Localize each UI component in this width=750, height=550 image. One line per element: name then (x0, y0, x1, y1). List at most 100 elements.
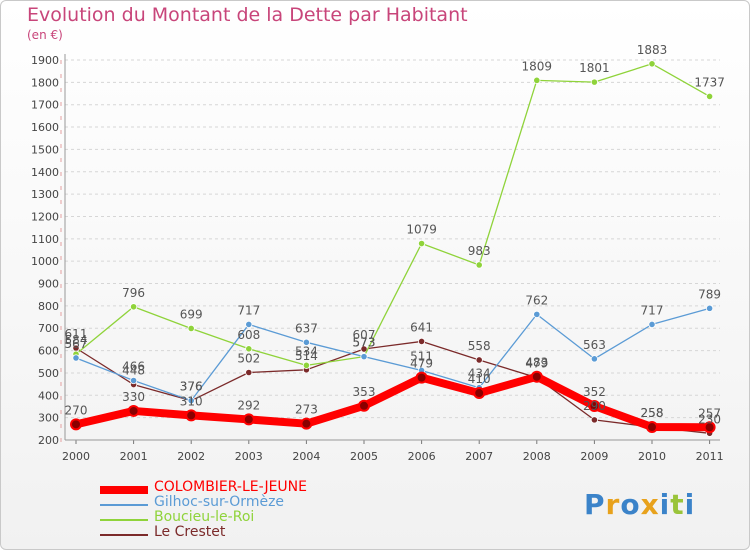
data-point (590, 78, 599, 86)
data-point (533, 76, 541, 84)
data-point (588, 400, 601, 413)
data-point (417, 239, 426, 248)
data-point (705, 92, 714, 101)
data-label: 699 (180, 307, 203, 321)
y-tick-label: 1300 (31, 188, 59, 201)
data-label: 258 (641, 406, 664, 420)
series-line-0 (72, 372, 714, 432)
proxiti-logo: Proxiti (584, 488, 695, 521)
data-label: 511 (410, 349, 433, 363)
data-label: 448 (122, 364, 145, 378)
data-label: 983 (468, 244, 491, 258)
data-label: 376 (180, 380, 203, 394)
y-tick-label: 1500 (31, 143, 59, 156)
legend-label: Gilhoc-sur-Ormèze (154, 494, 285, 510)
axes: 200 300 400 500 600 700 800 900 1000 1100 1200 1300… (31, 54, 724, 463)
data-point (130, 376, 138, 385)
series-lines (70, 60, 716, 437)
data-label: 258 (641, 406, 664, 420)
data-label: 608 (237, 328, 260, 342)
logo-letter: i (659, 488, 671, 521)
y-tick-label: 1600 (31, 121, 59, 134)
x-tick-label: 2006 (408, 450, 436, 463)
data-label: 270 (65, 403, 88, 417)
data-label: 1883 (637, 43, 668, 57)
y-tick-label: 1900 (31, 54, 59, 67)
data-label: 479 (525, 357, 548, 371)
data-point (302, 338, 310, 346)
data-point (185, 409, 198, 422)
data-point (703, 421, 716, 434)
x-tick-label: 2003 (235, 450, 263, 463)
data-label: 352 (583, 385, 606, 399)
data-label: 534 (295, 344, 318, 358)
data-point (646, 421, 658, 434)
legend-swatch (100, 504, 148, 506)
y-tick-label: 1800 (31, 76, 59, 89)
data-point (302, 361, 310, 369)
data-label: 573 (353, 336, 376, 350)
data-point (475, 356, 483, 364)
data-label: 641 (410, 320, 433, 334)
data-label: 1801 (579, 61, 610, 75)
y-tick-label: 900 (38, 278, 59, 291)
y-tick-label: 400 (38, 389, 59, 402)
y-tick-label: 1100 (31, 233, 59, 246)
x-tick-label: 2001 (120, 450, 148, 463)
data-label: 483 (525, 356, 548, 370)
y-tick-label: 300 (38, 412, 59, 425)
series-line-2 (75, 63, 711, 366)
x-tick-label: 2005 (350, 450, 378, 463)
data-label: 1809 (522, 59, 553, 73)
data-label: 353 (353, 385, 376, 399)
data-label: 789 (698, 287, 721, 301)
chart-subtitle: (en €) (27, 28, 63, 42)
data-label: 230 (698, 412, 721, 426)
x-tick-label: 2011 (696, 450, 724, 463)
data-label: 611 (65, 327, 88, 341)
data-label: 1079 (406, 223, 437, 237)
data-point (358, 399, 370, 412)
data-label: 466 (122, 360, 145, 374)
logo-letter: r (605, 488, 621, 521)
x-tick-label: 2000 (62, 450, 90, 463)
grid-lines (65, 59, 720, 441)
data-point (475, 261, 483, 269)
x-tick-label: 2010 (638, 450, 666, 463)
data-point (187, 397, 195, 405)
legend-swatch (100, 486, 148, 494)
data-point (70, 418, 82, 431)
data-point (245, 345, 253, 353)
logo-letter: P (584, 488, 606, 521)
logo-letter: x (640, 488, 660, 521)
data-label: 257 (698, 406, 721, 420)
data-point (648, 60, 656, 68)
data-point (130, 303, 138, 311)
data-point (360, 353, 368, 361)
data-label: 310 (180, 394, 203, 408)
x-tick-label: 2008 (523, 450, 551, 463)
legend-label: Le Crestet (154, 524, 226, 540)
data-point (187, 324, 195, 333)
y-tick-label: 700 (38, 322, 59, 335)
data-point (415, 371, 428, 384)
data-label: 502 (237, 351, 260, 365)
data-label: 762 (525, 293, 548, 307)
data-label: 558 (468, 339, 491, 353)
x-tick-label: 2002 (177, 450, 205, 463)
logo-letter: i (684, 488, 696, 521)
data-label: 1737 (694, 75, 725, 89)
data-point (530, 370, 543, 383)
data-label: 479 (410, 357, 433, 371)
data-point (417, 337, 426, 346)
data-point (705, 304, 714, 312)
data-labels: 611 448 376 502 514 607 641 558 479 290 258 230 584 7… (65, 43, 725, 426)
data-label: 410 (468, 372, 491, 386)
data-point (245, 368, 253, 377)
data-label: 637 (295, 321, 318, 335)
y-tick-label: 1000 (31, 255, 59, 268)
data-label: 434 (468, 367, 491, 381)
data-point (242, 413, 255, 426)
